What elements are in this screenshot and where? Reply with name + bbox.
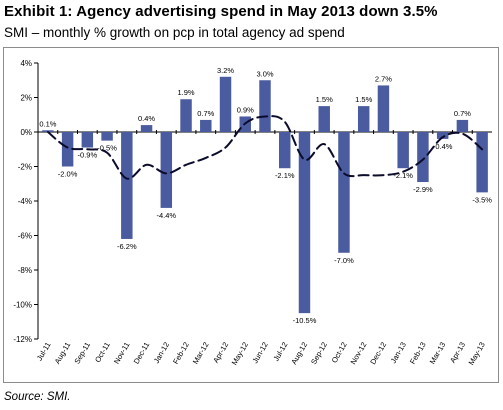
- bar: [397, 132, 409, 169]
- bar: [298, 132, 311, 314]
- data-label: -0.5%: [97, 144, 117, 153]
- x-tick-label: Jul-12: [271, 341, 289, 363]
- data-label: -10.5%: [293, 316, 317, 325]
- chart-frame: [3, 47, 499, 383]
- data-label: 1.9%: [177, 88, 194, 97]
- y-tick-label: -2%: [18, 163, 32, 172]
- x-tick-label: Oct-11: [93, 341, 112, 365]
- data-label: -2.1%: [275, 171, 295, 180]
- x-tick-label: Jun-12: [250, 341, 269, 365]
- bar: [101, 132, 113, 141]
- bar: [417, 132, 429, 183]
- x-tick-label: Sep-12: [309, 341, 329, 366]
- x-tick-label: May-13: [467, 341, 487, 367]
- x-tick-label: Feb-13: [408, 341, 428, 366]
- y-tick-label: -10%: [13, 301, 32, 310]
- x-tick-label: Dec-11: [132, 341, 152, 366]
- data-label: -2.9%: [413, 185, 433, 194]
- bar: [180, 99, 192, 132]
- data-label: -0.4%: [433, 142, 453, 151]
- data-label: 3.0%: [256, 69, 273, 78]
- y-tick-label: 4%: [20, 59, 32, 68]
- data-label: 3.2%: [217, 66, 234, 75]
- data-label: 0.7%: [454, 109, 471, 118]
- y-tick-label: -6%: [18, 232, 32, 241]
- x-tick-label: Mar-12: [191, 341, 211, 366]
- y-tick-label: 0%: [20, 128, 32, 137]
- y-tick-label: -4%: [18, 197, 32, 206]
- bar: [377, 85, 390, 132]
- x-tick-label: Mar-13: [428, 341, 448, 366]
- bar: [357, 106, 370, 132]
- x-tick-label: Nov-12: [349, 341, 369, 366]
- data-label: 1.5%: [316, 95, 333, 104]
- data-label: -4.4%: [157, 211, 177, 220]
- x-tick-label: Jan-12: [152, 341, 171, 365]
- x-tick-label: Dec-12: [368, 341, 388, 366]
- data-label: 0.1%: [39, 119, 56, 128]
- chart-title: Exhibit 1: Agency advertising spend in M…: [4, 3, 438, 20]
- bar: [200, 119, 212, 132]
- x-tick-label: Oct-12: [330, 341, 349, 365]
- x-tick-label: Apr-13: [448, 341, 467, 365]
- data-label: 0.9%: [237, 105, 254, 114]
- x-tick-label: Feb-12: [171, 341, 191, 366]
- bar: [140, 125, 153, 132]
- data-label: -2.0%: [58, 170, 78, 179]
- data-label: 0.7%: [197, 109, 214, 118]
- data-label: -2.1%: [393, 171, 413, 180]
- bar: [219, 76, 232, 132]
- bar: [279, 132, 291, 169]
- bar: [436, 132, 449, 139]
- x-tick-label: Nov-11: [112, 341, 132, 366]
- bar: [61, 132, 74, 167]
- x-tick-label: May-12: [230, 341, 250, 367]
- bar: [476, 132, 488, 193]
- bar: [338, 132, 350, 253]
- y-tick-label: -8%: [18, 266, 32, 275]
- trend-line: [46, 115, 484, 180]
- data-label: -3.5%: [472, 195, 492, 204]
- data-label: 0.4%: [138, 114, 155, 123]
- bar: [81, 132, 94, 148]
- bar: [160, 132, 173, 208]
- x-tick-label: Aug-12: [289, 341, 309, 366]
- data-label: 1.5%: [355, 95, 372, 104]
- y-tick-label: 2%: [20, 94, 32, 103]
- x-tick-label: Apr-12: [211, 341, 230, 365]
- data-label: -7.0%: [334, 256, 354, 265]
- chart-subtitle: SMI – monthly % growth on pcp in total a…: [4, 25, 345, 40]
- data-label: -6.2%: [117, 242, 137, 251]
- bar: [121, 132, 133, 239]
- x-tick-label: Aug-11: [53, 341, 73, 366]
- bar: [259, 80, 271, 132]
- x-tick-label: Sep-11: [72, 341, 92, 366]
- data-label: 2.7%: [375, 74, 392, 83]
- source-note: Source: SMI.: [4, 391, 71, 403]
- bar: [318, 106, 330, 132]
- y-tick-label: -12%: [13, 335, 32, 344]
- x-tick-label: Jan-13: [389, 341, 408, 365]
- x-tick-label: Jul-11: [35, 341, 53, 363]
- bar: [456, 119, 469, 132]
- data-label: -0.9%: [78, 151, 98, 160]
